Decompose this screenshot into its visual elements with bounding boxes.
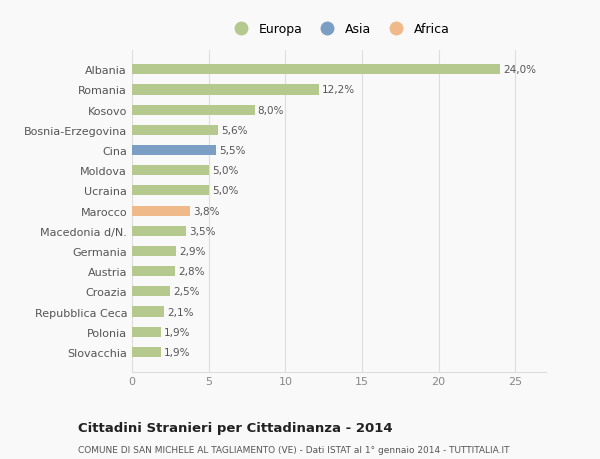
Bar [132, 267, 175, 277]
Text: 2,5%: 2,5% [173, 287, 200, 297]
Legend: Europa, Asia, Africa: Europa, Asia, Africa [223, 18, 455, 41]
Text: 5,0%: 5,0% [212, 186, 238, 196]
Bar [132, 186, 209, 196]
Text: 3,8%: 3,8% [193, 206, 220, 216]
Text: 1,9%: 1,9% [164, 347, 191, 357]
Bar [132, 206, 190, 216]
Bar [132, 287, 170, 297]
Bar [132, 106, 254, 116]
Text: 3,5%: 3,5% [189, 226, 215, 236]
Text: 24,0%: 24,0% [503, 65, 536, 75]
Text: 2,1%: 2,1% [167, 307, 194, 317]
Text: 5,0%: 5,0% [212, 166, 238, 176]
Text: 8,0%: 8,0% [258, 106, 284, 115]
Text: 2,9%: 2,9% [179, 246, 206, 257]
Text: 12,2%: 12,2% [322, 85, 355, 95]
Bar [132, 166, 209, 176]
Bar [132, 246, 176, 257]
Bar [132, 65, 500, 75]
Text: 5,6%: 5,6% [221, 126, 247, 135]
Bar [132, 307, 164, 317]
Text: 5,5%: 5,5% [220, 146, 246, 156]
Bar [132, 125, 218, 135]
Text: 2,8%: 2,8% [178, 267, 205, 277]
Text: Cittadini Stranieri per Cittadinanza - 2014: Cittadini Stranieri per Cittadinanza - 2… [78, 421, 392, 434]
Text: 1,9%: 1,9% [164, 327, 191, 337]
Bar [132, 347, 161, 357]
Bar [132, 226, 185, 236]
Bar [132, 327, 161, 337]
Text: COMUNE DI SAN MICHELE AL TAGLIAMENTO (VE) - Dati ISTAT al 1° gennaio 2014 - TUTT: COMUNE DI SAN MICHELE AL TAGLIAMENTO (VE… [78, 445, 509, 454]
Bar [132, 85, 319, 95]
Bar [132, 146, 217, 156]
